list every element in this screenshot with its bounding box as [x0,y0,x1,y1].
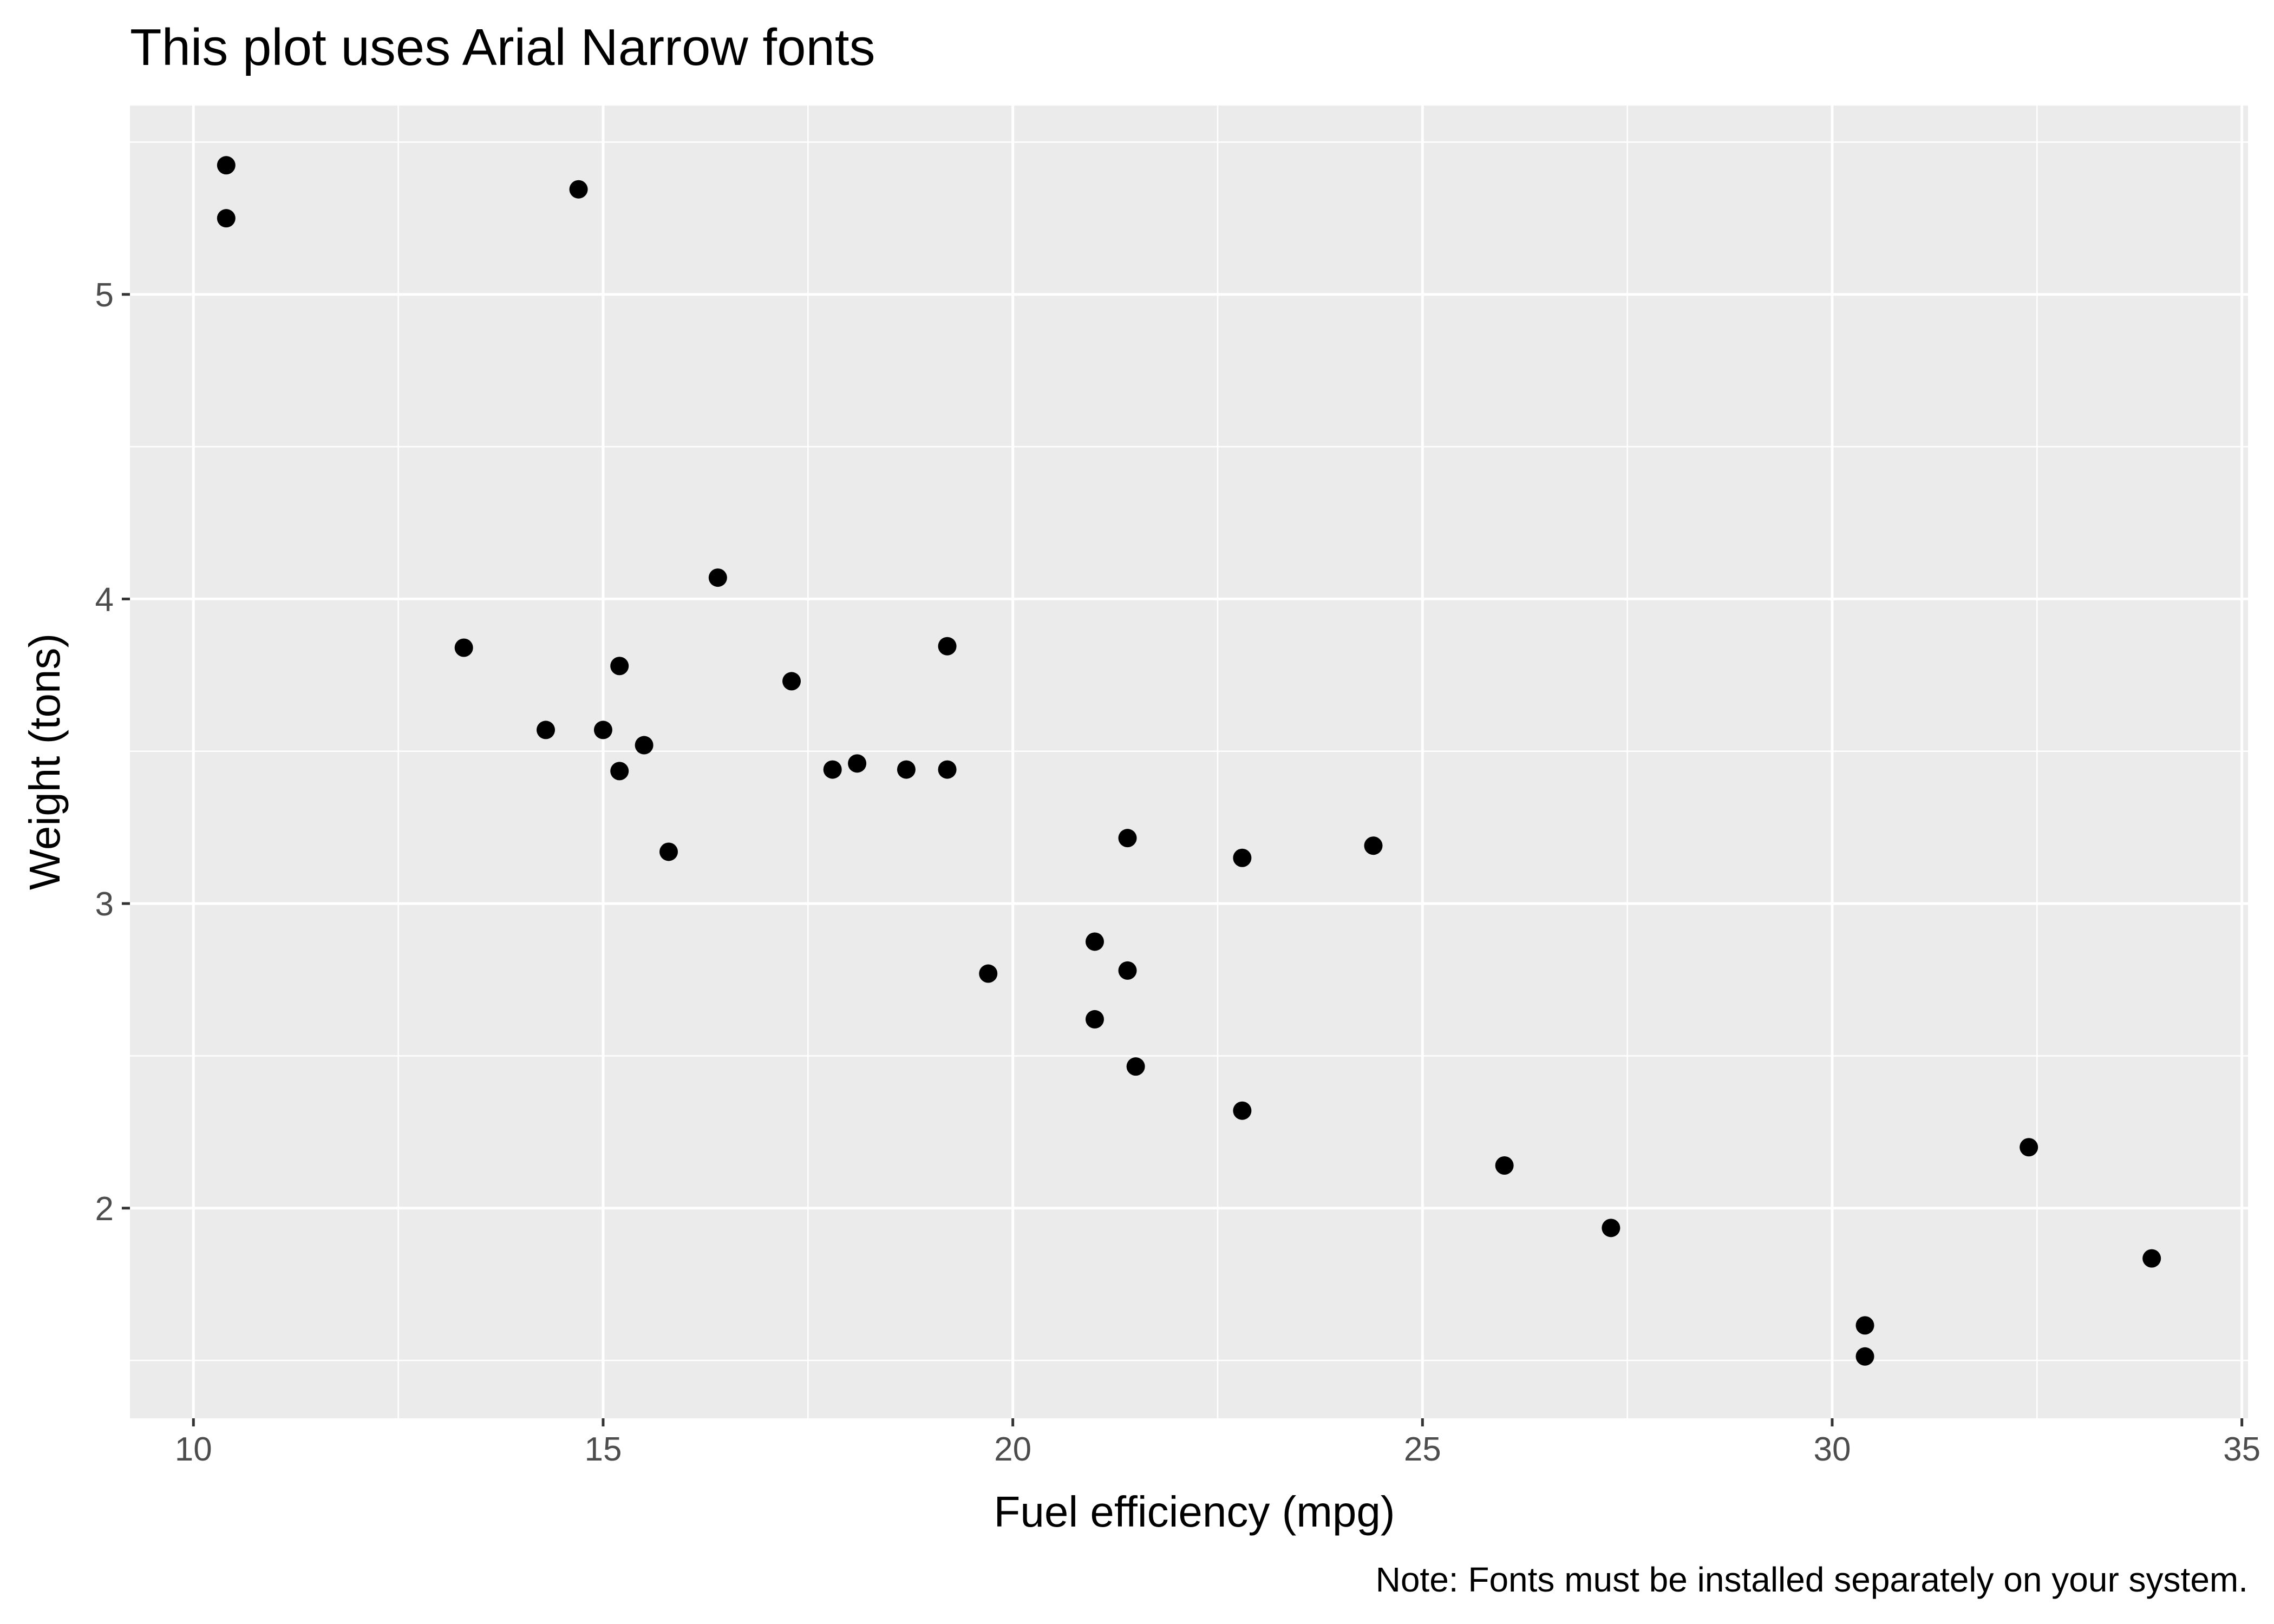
data-point [610,657,629,676]
data-point [610,762,629,781]
data-point [659,842,678,861]
data-point [1118,961,1137,980]
data-point [635,736,654,755]
x-tick-label: 35 [2223,1431,2260,1468]
data-point [848,754,867,773]
data-point [1495,1156,1514,1175]
data-point [1085,932,1104,951]
data-point [1233,848,1252,867]
data-point [897,760,916,779]
plot-panel [130,106,2248,1418]
data-point [217,156,236,175]
data-point [1602,1219,1620,1237]
x-tick-label: 20 [994,1431,1031,1468]
data-point [708,568,727,587]
chart-title: This plot uses Arial Narrow fonts [130,18,875,76]
data-point [537,721,556,739]
data-point [1126,1057,1145,1076]
data-point [938,637,957,656]
minor-grid-lines [130,106,2248,1418]
y-tick-label: 3 [95,886,114,923]
y-tick-label: 2 [95,1190,114,1228]
data-point [823,760,842,779]
data-point [938,760,957,779]
y-axis-title: Weight (tons) [21,633,69,890]
chart-caption: Note: Fonts must be installed separately… [1376,1560,2248,1599]
x-tick-label: 15 [584,1431,622,1468]
data-point [1855,1316,1874,1335]
data-point [217,209,236,228]
data-point [1085,1010,1104,1029]
data-points [217,156,2161,1366]
major-grid-lines [130,106,2248,1418]
data-point [454,638,473,657]
data-point [1855,1347,1874,1366]
data-point [593,721,612,739]
y-axis: 2 3 4 5 [95,277,130,1228]
data-point [979,964,998,983]
x-axis-title: Fuel efficiency (mpg) [994,1488,1395,1536]
data-point [782,672,801,691]
y-tick-label: 5 [95,277,114,314]
data-point [1233,1101,1252,1120]
data-point [569,180,588,199]
x-axis: 10 15 20 25 30 35 [175,1418,2260,1468]
data-point [2142,1249,2161,1268]
y-tick-label: 4 [95,581,114,618]
data-point [1364,836,1383,855]
x-tick-label: 30 [1813,1431,1851,1468]
x-tick-label: 25 [1404,1431,1441,1468]
data-point [1118,829,1137,848]
data-point [2020,1138,2038,1157]
x-tick-label: 10 [175,1431,212,1468]
